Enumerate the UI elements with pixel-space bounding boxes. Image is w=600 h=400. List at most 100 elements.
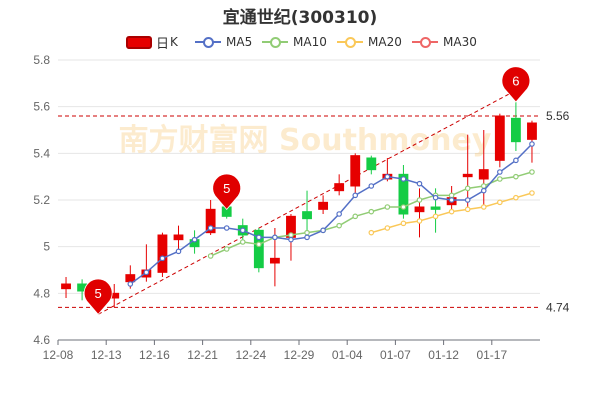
x-tick-label: 12-13 xyxy=(91,348,122,362)
candle-body xyxy=(414,206,425,213)
ma5-point xyxy=(207,225,214,231)
ma5-point xyxy=(304,234,310,241)
legend-label-kline-suffix: K xyxy=(170,35,178,49)
ma5-line xyxy=(129,143,533,285)
ma5-point xyxy=(432,194,439,201)
legend-item-ma20[interactable]: MA20 xyxy=(337,33,402,51)
pin-label: 5 xyxy=(223,181,230,196)
ma20-swatch xyxy=(337,35,363,49)
ma10-point xyxy=(497,176,503,182)
candle xyxy=(173,225,184,249)
y-tick-label: 4.6 xyxy=(33,333,50,347)
candle-body xyxy=(318,201,329,210)
ma5-point xyxy=(464,197,471,203)
candle xyxy=(398,165,409,219)
ma20-point xyxy=(368,229,375,236)
ma20-point xyxy=(497,199,503,206)
candle-body xyxy=(173,234,184,241)
candle-body xyxy=(350,155,361,187)
ma20-point xyxy=(513,194,519,201)
ma20-point xyxy=(529,190,535,196)
legend-label-ma30: MA30 xyxy=(443,35,477,49)
ma5-point xyxy=(288,236,294,243)
candle-body xyxy=(253,229,264,269)
candle-body xyxy=(125,274,136,283)
ma5-point xyxy=(400,176,407,182)
candle xyxy=(302,190,312,231)
ma5-point xyxy=(143,269,150,276)
ma10-point xyxy=(464,185,471,192)
pin-marker: 5 xyxy=(83,278,113,315)
candle xyxy=(414,188,425,238)
pin-marker: 5 xyxy=(212,173,242,210)
ma30-swatch xyxy=(412,35,438,49)
ma5-point xyxy=(384,173,391,180)
ma20-point xyxy=(464,206,471,213)
ma20-point xyxy=(448,208,455,215)
candle-body xyxy=(366,157,377,171)
ma10-swatch xyxy=(262,35,288,49)
x-tick-label: 12-16 xyxy=(139,348,170,362)
ma5-point xyxy=(127,281,134,287)
pin-label: 6 xyxy=(512,74,519,89)
ma10-point xyxy=(352,213,359,220)
x-tick-label: 12-21 xyxy=(187,348,218,362)
x-tick-label: 12-24 xyxy=(235,348,266,362)
y-tick-label: 5.8 xyxy=(33,53,50,67)
ma20-point xyxy=(432,213,439,220)
x-tick-label: 01-04 xyxy=(332,348,363,362)
legend-item-ma30[interactable]: MA30 xyxy=(412,33,477,51)
ma5-point xyxy=(480,187,487,194)
candle xyxy=(157,232,168,277)
ma20-point xyxy=(384,225,391,231)
ma10-point xyxy=(288,232,294,238)
trend-line xyxy=(97,89,517,315)
ma10-point xyxy=(448,192,455,199)
ma5-point xyxy=(223,225,230,231)
ma5-swatch xyxy=(195,35,221,49)
ma10-point xyxy=(480,183,487,189)
x-tick-label: 12-08 xyxy=(43,348,74,362)
candle xyxy=(510,102,521,151)
candle-body xyxy=(478,169,489,180)
candle-body xyxy=(61,283,71,290)
y-tick-label: 5 xyxy=(43,240,50,254)
pin-shape xyxy=(212,173,242,210)
y-tick-label: 5.6 xyxy=(33,100,50,114)
candle xyxy=(141,244,152,282)
candle-body xyxy=(430,206,441,210)
ma10-point xyxy=(223,246,230,252)
x-tick-label: 01-07 xyxy=(380,348,411,362)
ma5-point xyxy=(256,234,262,241)
ma5-point xyxy=(191,236,198,243)
pin-label: 5 xyxy=(95,286,102,301)
candle xyxy=(318,195,329,214)
watermark: 南方财富网 Southmoney xyxy=(119,123,492,158)
ma5-point xyxy=(336,211,342,217)
chart-title: 宜通世纪(300310) xyxy=(222,8,378,28)
ma10-point xyxy=(416,197,423,203)
ma5-point xyxy=(416,180,423,187)
ma5-point xyxy=(239,227,246,234)
reference-line-label: 4.74 xyxy=(546,300,570,314)
legend-item-kline[interactable]: 日 K xyxy=(126,33,178,52)
legend-label-ma5: MA5 xyxy=(226,35,253,49)
ma5-point xyxy=(448,197,455,203)
ma10-point xyxy=(400,204,407,210)
candle xyxy=(61,277,71,298)
legend: 日 K MA5 MA10 MA20 MA30 xyxy=(0,33,600,52)
candle xyxy=(366,155,377,175)
ma20-point xyxy=(400,220,407,227)
candle-body xyxy=(269,257,280,264)
legend-item-ma10[interactable]: MA10 xyxy=(262,33,327,51)
x-tick-label: 01-12 xyxy=(428,348,459,362)
candle-body xyxy=(157,234,168,273)
ma20-point xyxy=(416,218,423,224)
candle xyxy=(494,113,505,168)
ma10-point xyxy=(256,241,262,248)
ma10-point xyxy=(207,253,214,259)
legend-item-ma5[interactable]: MA5 xyxy=(195,33,252,51)
ma5-point xyxy=(368,183,375,189)
candle-body xyxy=(205,208,216,234)
ma5-point xyxy=(320,227,326,234)
